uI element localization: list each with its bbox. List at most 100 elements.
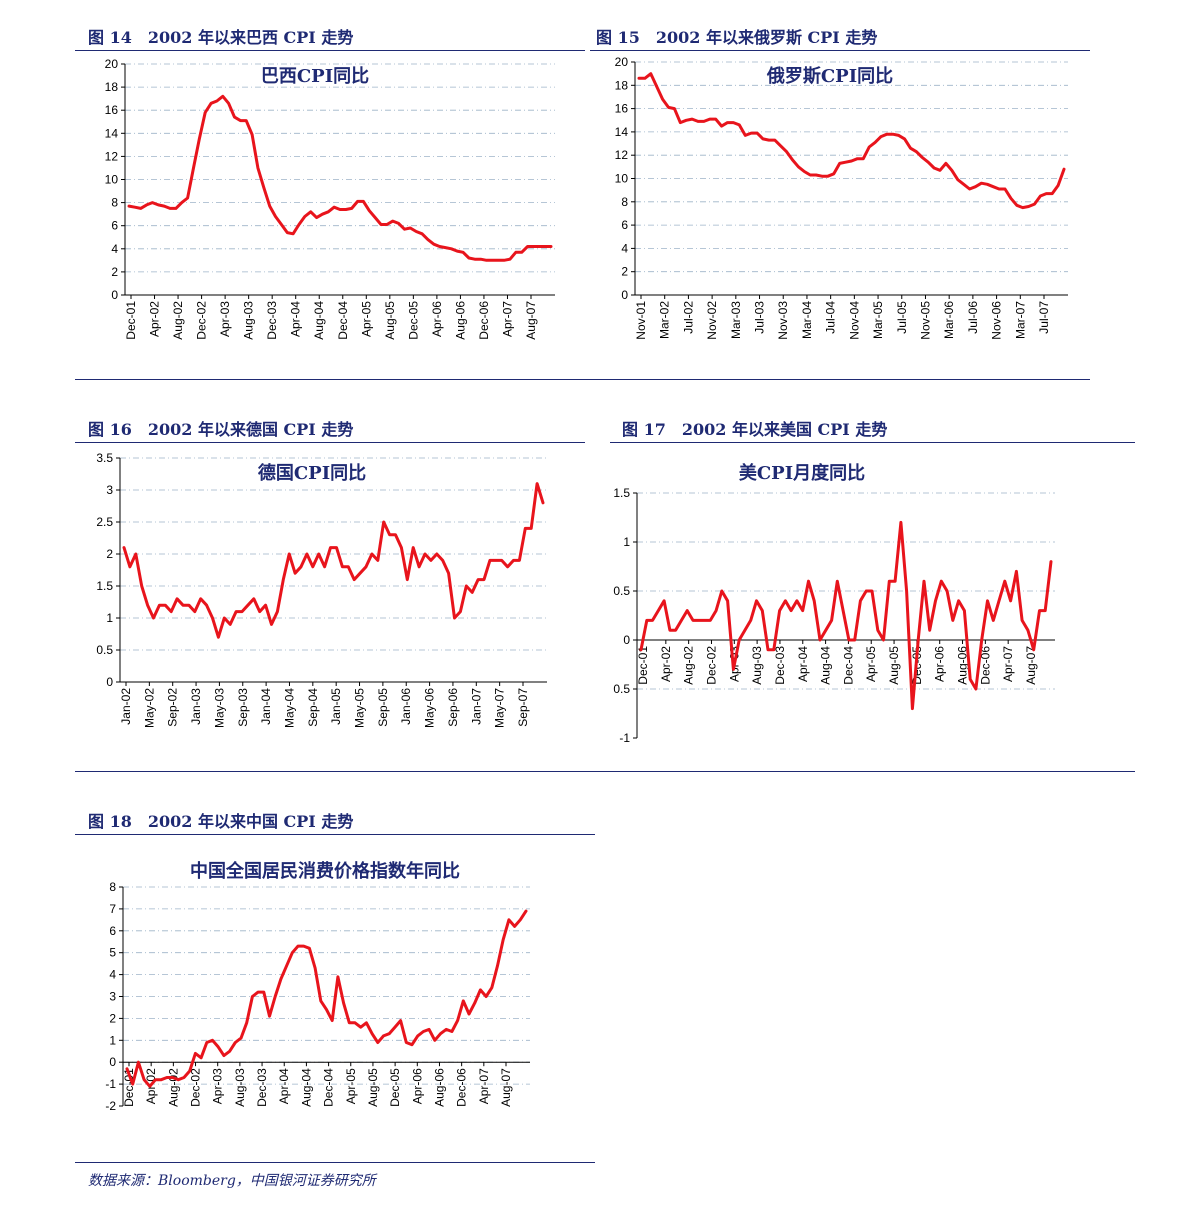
x-tick-label: Sep-05: [376, 688, 390, 727]
x-tick-label: Dec-02: [704, 646, 718, 685]
x-tick-label: Aug-02: [171, 301, 185, 340]
bottom-rule-row1: [75, 379, 1090, 380]
x-tick-label: Dec-02: [189, 1068, 203, 1107]
x-tick-label: Dec-03: [265, 301, 279, 340]
x-tick-label: Dec-03: [255, 1068, 269, 1107]
y-tick-label: 0: [109, 1055, 116, 1069]
y-tick-label: 8: [621, 195, 628, 209]
x-tick-label: Apr-04: [277, 1068, 291, 1104]
chart-title: 中国全国居民消费价格指数年同比: [190, 860, 460, 882]
x-tick-label: Dec-04: [322, 1068, 336, 1107]
us-cpi-chart: -1 0.5 0 0.5 1 1.5 Dec-01 Apr-02 Aug-02 Dec-02 Apr…: [613, 462, 1055, 745]
x-tick-label: Aug-03: [233, 1068, 247, 1107]
x-tick-label: Apr-04: [289, 301, 303, 337]
x-tick-label: May-04: [282, 688, 296, 728]
y-tick-label: 1: [106, 611, 113, 625]
caption-rule-17: [610, 442, 1135, 443]
y-tick-label: 20: [105, 57, 119, 71]
bottom-rule-row2: [75, 771, 1135, 772]
bottom-rule-row3: [75, 1162, 595, 1163]
x-tick-label: Dec-05: [406, 301, 420, 340]
x-tick-label: Apr-06: [430, 301, 444, 337]
x-tick-label: Dec-02: [195, 301, 209, 340]
x-tick-label: Nov-06: [990, 301, 1004, 340]
x-tick-label: Jan-06: [399, 688, 413, 725]
caption-rule-16: [75, 442, 585, 443]
y-tick-label: 10: [105, 173, 119, 187]
series-line: [637, 72, 1066, 210]
series-line: [127, 94, 553, 262]
series-line: [122, 482, 545, 639]
x-tick-label: Mar-02: [658, 301, 672, 339]
caption-rule-15: [590, 50, 1090, 51]
x-tick-label: Sep-06: [446, 688, 460, 727]
y-tick-label: 12: [105, 149, 119, 163]
x-tick-label: Dec-04: [336, 301, 350, 340]
x-tick-label: Apr-06: [933, 646, 947, 682]
x-tick-label: Jul-03: [753, 301, 767, 334]
y-tick-label: 8: [111, 196, 118, 210]
figure-caption-18: 图 18 2002 年以来中国 CPI 走势: [88, 812, 354, 831]
y-tick-label: 0.5: [96, 643, 113, 657]
x-tick-label: Aug-07: [499, 1068, 513, 1107]
x-tick-label: Sep-03: [236, 688, 250, 727]
y-tick-label: 20: [615, 55, 629, 69]
y-tick-label: 3: [106, 483, 113, 497]
x-tick-label: Aug-06: [956, 646, 970, 685]
x-tick-label: Dec-01: [636, 646, 650, 685]
x-tick-label: Dec-01: [122, 1068, 136, 1107]
y-tick-label: -2: [105, 1099, 116, 1113]
y-tick-label: 14: [615, 125, 629, 139]
x-tick-label: May-06: [423, 688, 437, 728]
x-tick-label: Jul-04: [824, 301, 838, 334]
y-tick-label: 2: [621, 265, 628, 279]
caption-rule-14: [75, 50, 585, 51]
x-tick-label: Sep-04: [306, 688, 320, 727]
series-line: [125, 909, 528, 1088]
x-tick-label: Apr-05: [344, 1068, 358, 1104]
x-tick-label: Jul-02: [681, 301, 695, 334]
x-tick-label: Dec-06: [455, 1068, 469, 1107]
figure-caption-17: 图 17 2002 年以来美国 CPI 走势: [622, 420, 888, 439]
x-tick-label: Jul-06: [966, 301, 980, 334]
y-tick-label: 12: [615, 148, 629, 162]
x-tick-label: Aug-05: [383, 301, 397, 340]
x-tick-label: Apr-05: [359, 301, 373, 337]
y-tick-label: 6: [621, 218, 628, 232]
y-tick-label: 0: [106, 675, 113, 689]
x-tick-label: Aug-06: [453, 301, 467, 340]
caption-rule-18: [75, 834, 595, 835]
y-tick-label: 1.5: [613, 486, 630, 500]
x-tick-label: Apr-07: [1001, 646, 1015, 682]
chart-title: 巴西CPI同比: [261, 66, 369, 87]
y-tick-label: 1: [623, 535, 630, 549]
figure-caption-14: 图 14 2002 年以来巴西 CPI 走势: [88, 28, 354, 47]
x-tick-label: Apr-02: [148, 301, 162, 337]
y-tick-label: 18: [105, 80, 119, 94]
series-line: [639, 520, 1053, 711]
y-tick-label: 6: [109, 924, 116, 938]
x-tick-label: Jan-02: [119, 688, 133, 725]
y-tick-label: 6: [111, 219, 118, 233]
y-tick-label: 4: [621, 241, 628, 255]
x-tick-label: Nov-04: [847, 301, 861, 340]
x-tick-label: Dec-01: [124, 301, 138, 340]
x-tick-label: Mar-04: [800, 301, 814, 339]
russia-cpi-chart: 0 2 4 6 8 10 12 14 16 18 20 Nov-01 Mar-02 Jul-02 Nov-0…: [615, 55, 1068, 340]
y-tick-label: 16: [105, 103, 119, 117]
y-tick-label: 8: [109, 880, 116, 894]
y-tick-label: 4: [111, 242, 118, 256]
y-tick-label: 4: [109, 968, 116, 982]
y-tick-label: 3: [109, 990, 116, 1004]
y-tick-label: -1: [105, 1077, 116, 1091]
figure-caption-15: 图 15 2002 年以来俄罗斯 CPI 走势: [596, 28, 878, 47]
x-tick-label: Apr-03: [211, 1068, 225, 1104]
y-tick-label: 0: [621, 288, 628, 302]
x-tick-label: Aug-04: [819, 646, 833, 685]
y-tick-label: 1: [109, 1033, 116, 1047]
y-tick-label: 0.5: [613, 682, 630, 696]
x-tick-label: Apr-03: [218, 301, 232, 337]
x-tick-label: Apr-04: [796, 646, 810, 682]
germany-cpi-chart: 0 0.5 1 1.5 2 2.5 3 3.5 Jan-02 May-02 Sep-02 Jan-03…: [96, 451, 547, 728]
x-tick-label: May-05: [353, 688, 367, 728]
